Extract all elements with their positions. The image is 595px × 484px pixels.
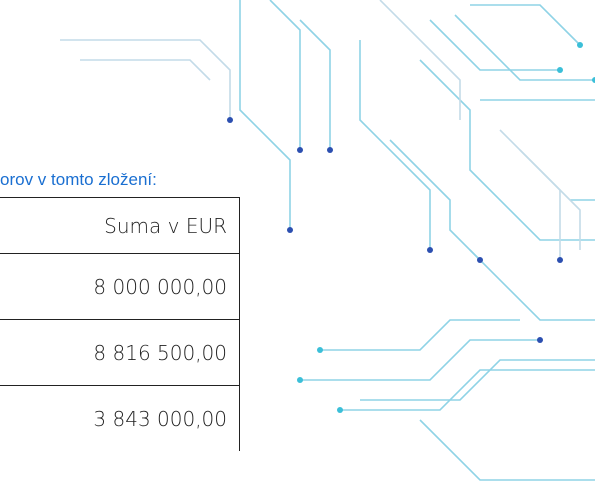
intro-text: orov v tomto zložení:: [0, 170, 157, 189]
table-cell: 8 000 000,00: [0, 253, 240, 319]
table-cell: 3 843 000,00: [0, 385, 240, 451]
table-cell: 8 816 500,00: [0, 319, 240, 385]
table-header: Suma v EUR: [0, 197, 240, 253]
table-body: 8 000 000,00 8 816 500,00 3 843 000,00: [0, 253, 240, 451]
table: Suma v EUR 8 000 000,00 8 816 500,00 3 843…: [0, 197, 240, 451]
